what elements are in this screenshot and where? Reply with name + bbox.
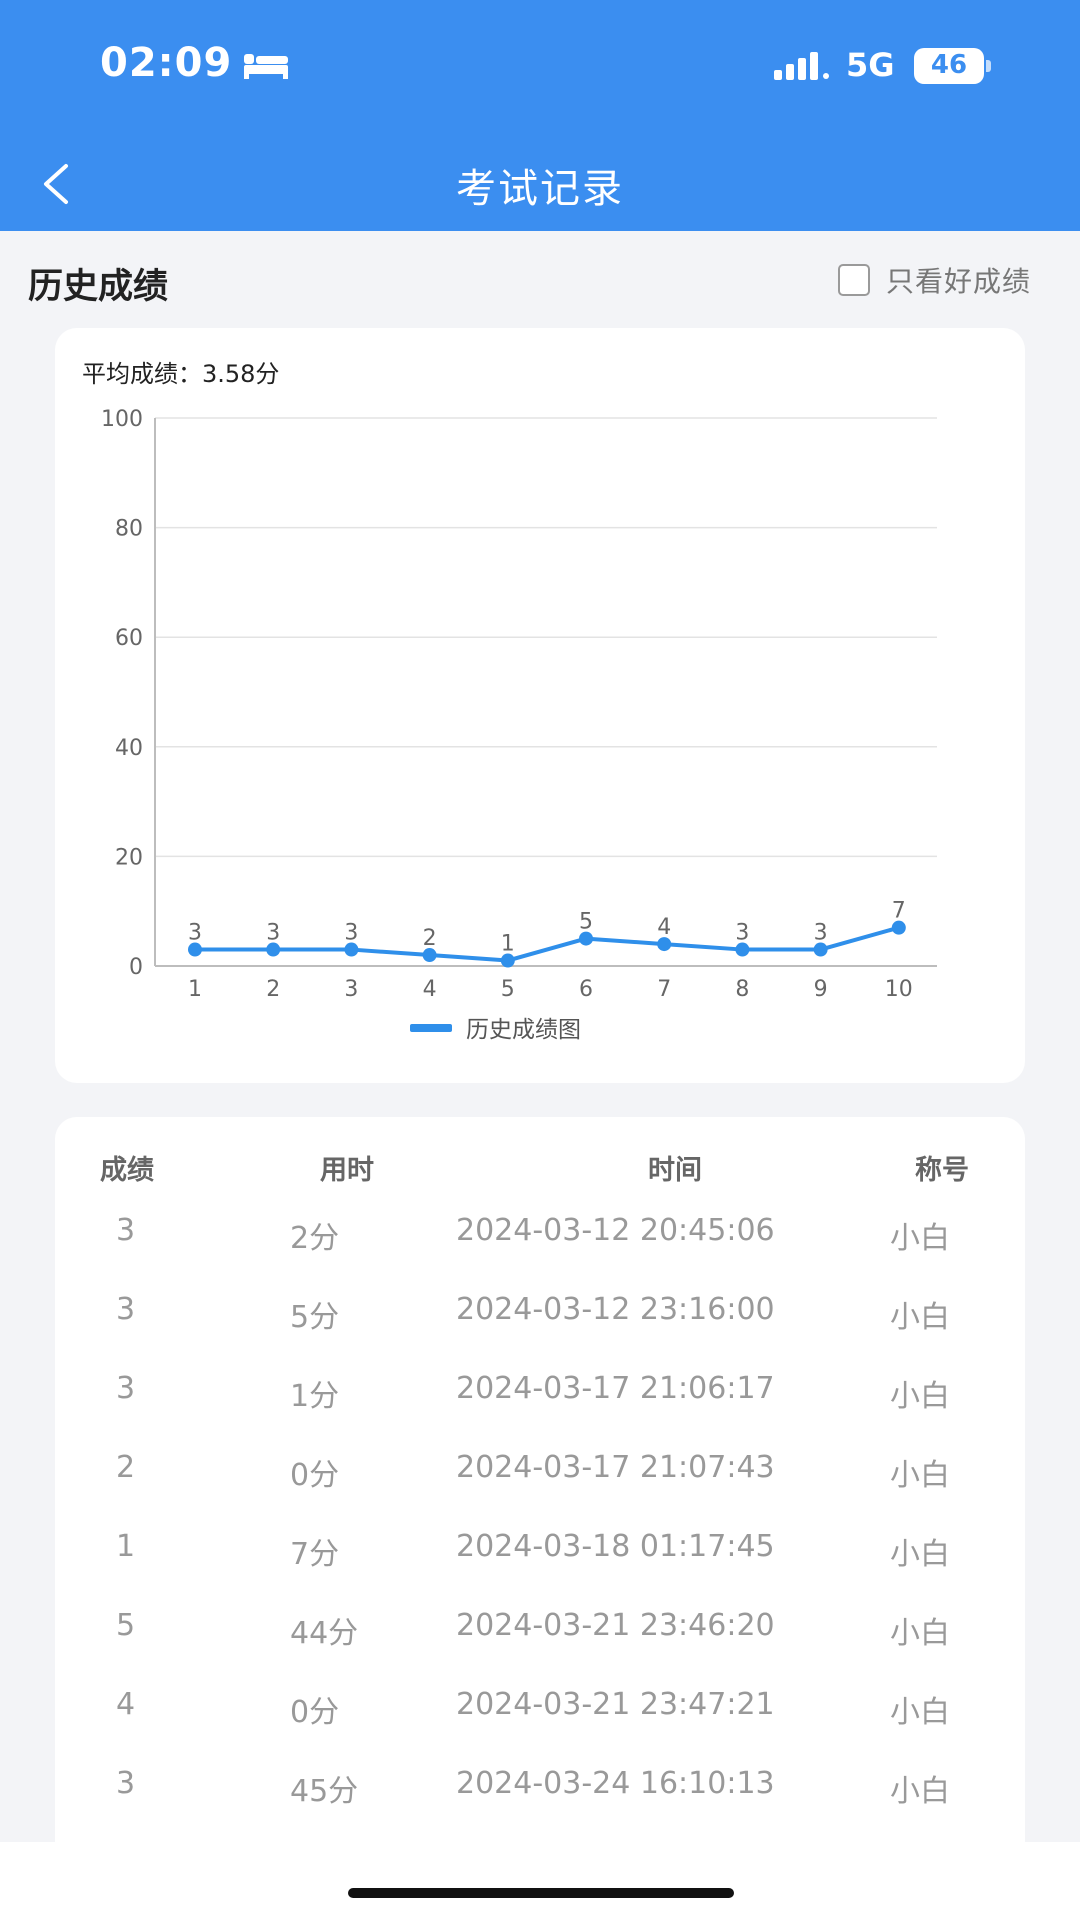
chart-card [55,328,1025,1083]
app-header: 02:09 5G 46 考试记录 [0,0,1080,231]
y-tick-label: 60 [115,626,143,651]
data-label: 1 [501,932,515,957]
cell-score: 3 [116,1766,136,1801]
x-tick-label: 9 [814,977,828,1002]
score-line-chart: 0 20 40 60 80 100 1 2 3 4 5 6 7 8 9 10 3 3 3 2 1 5 4 3 3 7 历史成绩图 [101,407,937,1043]
cell-score: 4 [116,1687,136,1722]
signal-icon [774,52,829,80]
data-point [422,948,437,963]
y-tick-label: 40 [115,736,143,761]
x-tick-label: 5 [501,977,515,1002]
cell-duration: 1分 [290,1379,340,1414]
battery-icon: 46 [914,48,991,84]
records-table [55,1117,1025,1847]
battery-level: 46 [930,50,968,80]
cell-duration: 44分 [290,1616,359,1651]
cell-score: 5 [116,1608,136,1643]
cell-time: 2024-03-12 23:16:00 [456,1292,775,1327]
bed-icon [244,54,288,79]
cell-time: 2024-03-18 01:17:45 [456,1529,775,1564]
cell-title: 小白 [890,1300,950,1335]
section-title: 历史成绩 [28,267,169,307]
data-label: 3 [344,921,358,946]
chevron-left-icon [44,164,68,204]
data-label: 2 [423,926,437,951]
x-tick-label: 7 [657,977,671,1002]
data-label: 3 [735,921,749,946]
legend-swatch [410,1024,452,1032]
home-indicator[interactable] [348,1888,734,1898]
filter-checkbox[interactable] [838,264,870,296]
x-tick-label: 2 [266,977,280,1002]
data-point [891,920,906,935]
cell-title: 小白 [890,1379,950,1414]
cell-time: 2024-03-21 23:46:20 [456,1608,775,1643]
data-label: 3 [188,921,202,946]
x-tick-label: 1 [188,977,202,1002]
average-score: 平均成绩：3.58分 [82,360,280,388]
header-time: 时间 [648,1155,702,1186]
cell-score: 3 [116,1213,136,1248]
header-duration: 用时 [320,1155,374,1186]
cell-duration: 5分 [290,1300,340,1335]
data-point [735,942,750,957]
data-label: 3 [266,921,280,946]
cell-score: 1 [116,1529,136,1564]
cell-title: 小白 [890,1537,950,1572]
data-point [813,942,828,957]
legend-label: 历史成绩图 [466,1017,581,1043]
cell-time: 2024-03-24 16:10:13 [456,1766,775,1801]
data-label: 7 [892,899,906,924]
data-point [657,937,672,952]
cell-duration: 0分 [290,1695,340,1730]
page-title: 考试记录 [456,166,624,212]
cell-time: 2024-03-17 21:06:17 [456,1371,775,1406]
x-tick-label: 8 [735,977,749,1002]
cell-title: 小白 [890,1221,950,1256]
data-point [188,942,202,957]
x-tick-label: 6 [579,977,593,1002]
cell-duration: 2分 [290,1221,340,1256]
header-score: 成绩 [100,1155,154,1186]
cell-time: 2024-03-17 21:07:43 [456,1450,775,1485]
cell-title: 小白 [890,1616,950,1651]
cell-duration: 45分 [290,1774,359,1809]
cell-time: 2024-03-21 23:47:21 [456,1687,775,1722]
x-tick-label: 3 [344,977,358,1002]
cell-duration: 0分 [290,1458,340,1493]
data-label: 5 [579,910,593,935]
filter-label: 只看好成绩 [886,265,1032,298]
data-point [579,931,593,946]
data-point [266,942,281,957]
data-point [344,942,359,957]
x-tick-label: 4 [423,977,437,1002]
bottom-bar [0,1842,1080,1920]
cell-duration: 7分 [290,1537,340,1572]
cell-title: 小白 [890,1458,950,1493]
cell-title: 小白 [890,1695,950,1730]
data-label: 4 [657,915,671,940]
back-button[interactable] [30,150,90,220]
y-tick-label: 80 [115,517,143,542]
series-line [195,925,900,963]
cell-score: 2 [116,1450,136,1485]
y-tick-label: 0 [129,955,143,980]
good-score-filter[interactable]: 只看好成绩 [838,260,1031,300]
y-tick-label: 100 [101,407,143,432]
cell-time: 2024-03-12 20:45:06 [456,1213,775,1248]
y-tick-label: 20 [115,845,143,870]
data-point [500,953,515,968]
header-title: 称号 [915,1155,969,1186]
network-label: 5G [846,46,895,84]
cell-title: 小白 [890,1774,950,1809]
cell-score: 3 [116,1292,136,1327]
status-time: 02:09 [100,40,233,86]
x-tick-label: 10 [885,977,913,1002]
data-label: 3 [814,921,828,946]
cell-score: 3 [116,1371,136,1406]
